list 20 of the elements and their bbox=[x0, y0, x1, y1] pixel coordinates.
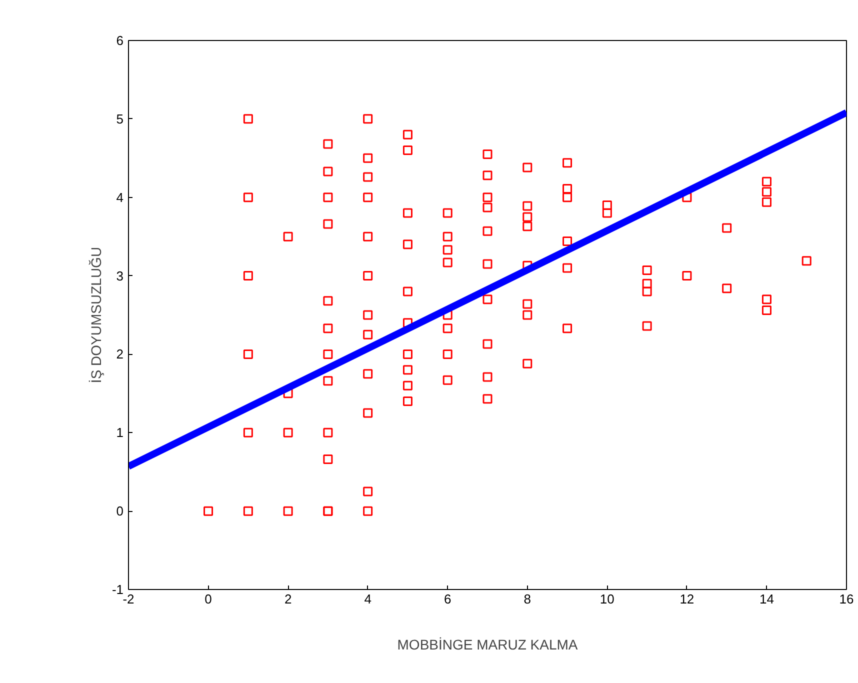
y-tick-label: 6 bbox=[116, 33, 124, 48]
x-tick-label: 6 bbox=[444, 592, 452, 606]
x-tick-label: 14 bbox=[759, 592, 774, 606]
x-tick-label: 12 bbox=[680, 592, 694, 606]
x-axis-title: MOBBİNGE MARUZ KALMA bbox=[397, 636, 578, 652]
x-tick-label: 4 bbox=[364, 592, 372, 606]
y-tick-label: 0 bbox=[116, 504, 124, 519]
y-tick-label: 5 bbox=[116, 111, 124, 126]
y-tick-label: -1 bbox=[112, 582, 124, 597]
x-tick-label: 2 bbox=[284, 592, 292, 606]
y-tick-label: 1 bbox=[116, 425, 124, 440]
x-tick-label: 8 bbox=[524, 592, 532, 606]
x-tick-label: 16 bbox=[839, 592, 854, 606]
x-tick-label: 10 bbox=[600, 592, 614, 606]
y-tick-label: 2 bbox=[116, 346, 124, 362]
x-tick-label: 0 bbox=[204, 592, 212, 606]
y-tick-label: 3 bbox=[116, 268, 124, 284]
x-tick-label: -2 bbox=[122, 592, 134, 606]
y-tick-label: 4 bbox=[116, 190, 124, 205]
y-axis-title: İŞ DOYUMSUZLUĞU bbox=[88, 246, 104, 384]
